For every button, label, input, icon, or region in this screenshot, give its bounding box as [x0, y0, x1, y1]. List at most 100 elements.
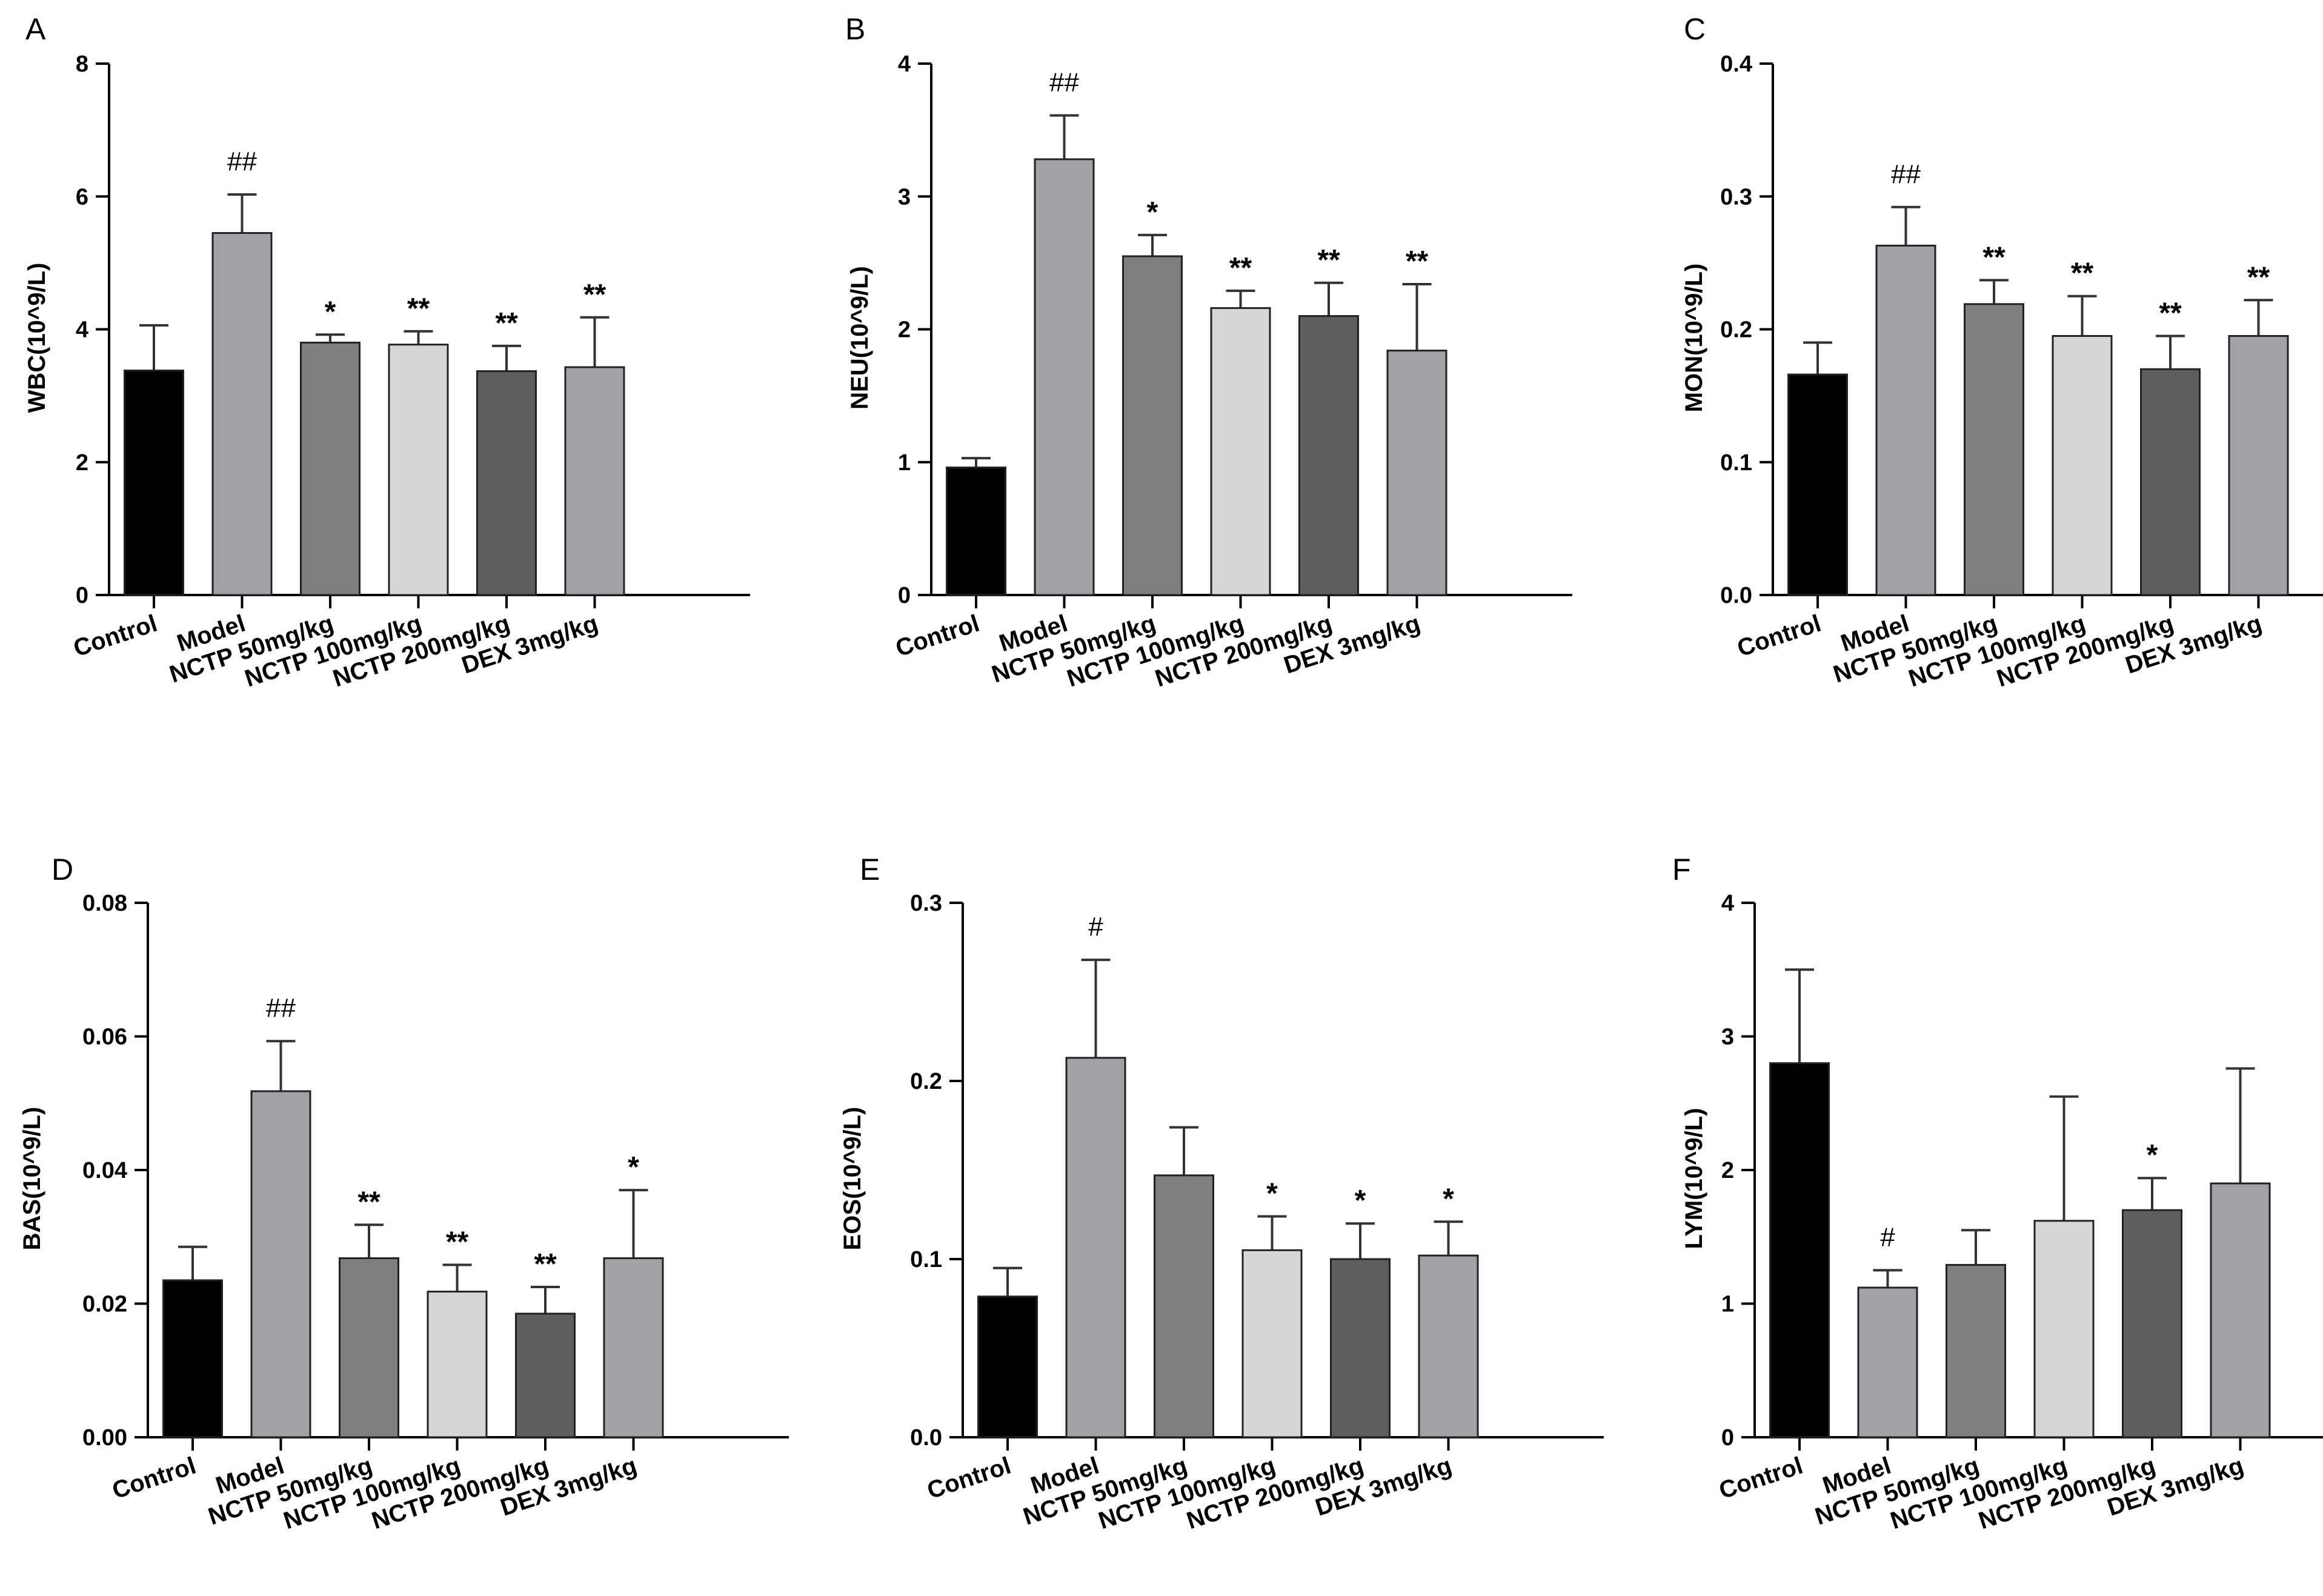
- y-tick-label: 0.2: [1720, 318, 1752, 343]
- y-tick-label: 6: [76, 184, 88, 210]
- x-category-label: Control: [70, 610, 161, 662]
- significance-star: *: [1147, 196, 1158, 228]
- y-tick-label: 0: [76, 583, 88, 608]
- y-tick-label: 0.02: [82, 1292, 127, 1317]
- y-tick-label: 1: [898, 450, 911, 476]
- bar-nctp-100mg-kg: [388, 344, 449, 596]
- y-tick-label: 0.4: [1720, 52, 1752, 77]
- bar-nctp-50mg-kg: [339, 1257, 399, 1438]
- bar-nctp-200mg-kg: [2122, 1209, 2182, 1438]
- bar-dex-3mg-kg: [1386, 350, 1447, 596]
- y-tick-label: 0.0: [910, 1425, 942, 1451]
- x-category-label: Control: [924, 1452, 1014, 1505]
- panel-letter: D: [52, 853, 73, 886]
- y-tick-label: 4: [76, 318, 88, 343]
- bar-model: [1875, 244, 1936, 596]
- y-tick-label: 0.0: [1720, 583, 1752, 608]
- significance-star: **: [1317, 244, 1340, 276]
- y-tick-label: 4: [1721, 891, 1734, 916]
- bar-model: [1857, 1286, 1918, 1438]
- bar-nctp-50mg-kg: [1946, 1264, 2006, 1438]
- significance-star: **: [495, 307, 518, 339]
- y-tick-label: 2: [1721, 1158, 1734, 1183]
- y-tick-label: 0.04: [82, 1158, 127, 1183]
- panel-letter: F: [1672, 853, 1691, 886]
- significance-hash: #: [1088, 912, 1103, 942]
- x-category-label: Control: [1734, 610, 1824, 662]
- significance-star: **: [2071, 258, 2094, 290]
- y-tick-label: 2: [898, 318, 911, 343]
- x-category-label: Control: [892, 610, 983, 662]
- y-tick-label: 0.06: [82, 1025, 127, 1050]
- bar-control: [124, 369, 184, 596]
- x-category-label: Control: [109, 1452, 199, 1505]
- chart-panel-c: CMON(10^9/L)0.00.10.20.30.4Control##Mode…: [1681, 12, 2323, 692]
- bar-control: [946, 467, 1006, 596]
- bar-nctp-50mg-kg: [1154, 1174, 1214, 1438]
- bar-nctp-100mg-kg: [2033, 1220, 2095, 1438]
- bar-control: [1769, 1062, 1830, 1438]
- y-tick-label: 3: [1721, 1025, 1734, 1050]
- panel-letter: B: [845, 12, 865, 46]
- significance-star: **: [2159, 297, 2182, 329]
- significance-star: *: [2147, 1139, 2158, 1171]
- bar-control: [1787, 373, 1848, 596]
- bar-nctp-200mg-kg: [2140, 368, 2201, 596]
- y-tick-label: 0: [1721, 1425, 1734, 1451]
- bar-model: [250, 1090, 311, 1438]
- significance-hash: ##: [1891, 159, 1921, 189]
- bar-dex-3mg-kg: [564, 366, 625, 596]
- bar-nctp-100mg-kg: [2052, 334, 2113, 596]
- y-axis-label: EOS(10^9/L): [839, 1107, 866, 1251]
- bar-nctp-100mg-kg: [1241, 1249, 1303, 1438]
- bar-nctp-100mg-kg: [427, 1291, 488, 1438]
- panel-letter: E: [860, 853, 880, 886]
- significance-star: *: [1355, 1185, 1366, 1217]
- bar-nctp-50mg-kg: [1122, 255, 1183, 596]
- significance-star: **: [1406, 245, 1429, 278]
- y-tick-label: 8: [76, 52, 88, 77]
- significance-star: **: [583, 279, 607, 311]
- bar-dex-3mg-kg: [1418, 1254, 1479, 1438]
- bar-model: [1034, 158, 1095, 596]
- y-tick-label: 0.08: [82, 891, 127, 916]
- y-tick-label: 0.00: [82, 1425, 127, 1451]
- significance-star: **: [1229, 252, 1252, 284]
- significance-hash: ##: [266, 993, 296, 1023]
- panel-letter: C: [1684, 12, 1706, 46]
- y-axis-label: NEU(10^9/L): [846, 266, 873, 410]
- significance-star: **: [1982, 241, 2006, 273]
- bar-nctp-50mg-kg: [300, 341, 361, 596]
- chart-panel-d: D BAS(10^9/L) 0.00 0.02 0.04 0.06 0.08 Control #…: [19, 853, 789, 1534]
- bar-nctp-200mg-kg: [476, 370, 537, 596]
- bar-nctp-200mg-kg: [1330, 1258, 1391, 1438]
- y-tick-label: 3: [898, 184, 911, 210]
- bar-model: [211, 232, 273, 596]
- y-axis-label: LYM(10^9/L): [1681, 1108, 1707, 1249]
- y-tick-label: 0.2: [910, 1069, 942, 1094]
- bar-control: [162, 1279, 223, 1438]
- significance-star: *: [1443, 1183, 1454, 1215]
- bar-nctp-200mg-kg: [515, 1312, 576, 1438]
- significance-hash: #: [1880, 1222, 1895, 1252]
- y-tick-label: 0.3: [1720, 184, 1752, 210]
- y-tick-label: 0.1: [910, 1247, 942, 1272]
- y-axis-label: WBC(10^9/L): [24, 263, 50, 413]
- significance-hash: ##: [227, 147, 257, 176]
- panel-letter: A: [25, 12, 46, 46]
- significance-star: **: [2247, 261, 2270, 293]
- bar-control: [977, 1295, 1038, 1438]
- y-tick-label: 0.3: [910, 891, 942, 916]
- bar-nctp-200mg-kg: [1298, 315, 1359, 596]
- significance-star: *: [1266, 1177, 1278, 1209]
- bar-dex-3mg-kg: [2228, 334, 2289, 596]
- y-tick-label: 1: [1721, 1292, 1734, 1317]
- bar-dex-3mg-kg: [2210, 1182, 2271, 1438]
- bar-model: [1065, 1057, 1126, 1438]
- significance-star: *: [325, 296, 336, 328]
- y-tick-label: 0.1: [1720, 450, 1752, 476]
